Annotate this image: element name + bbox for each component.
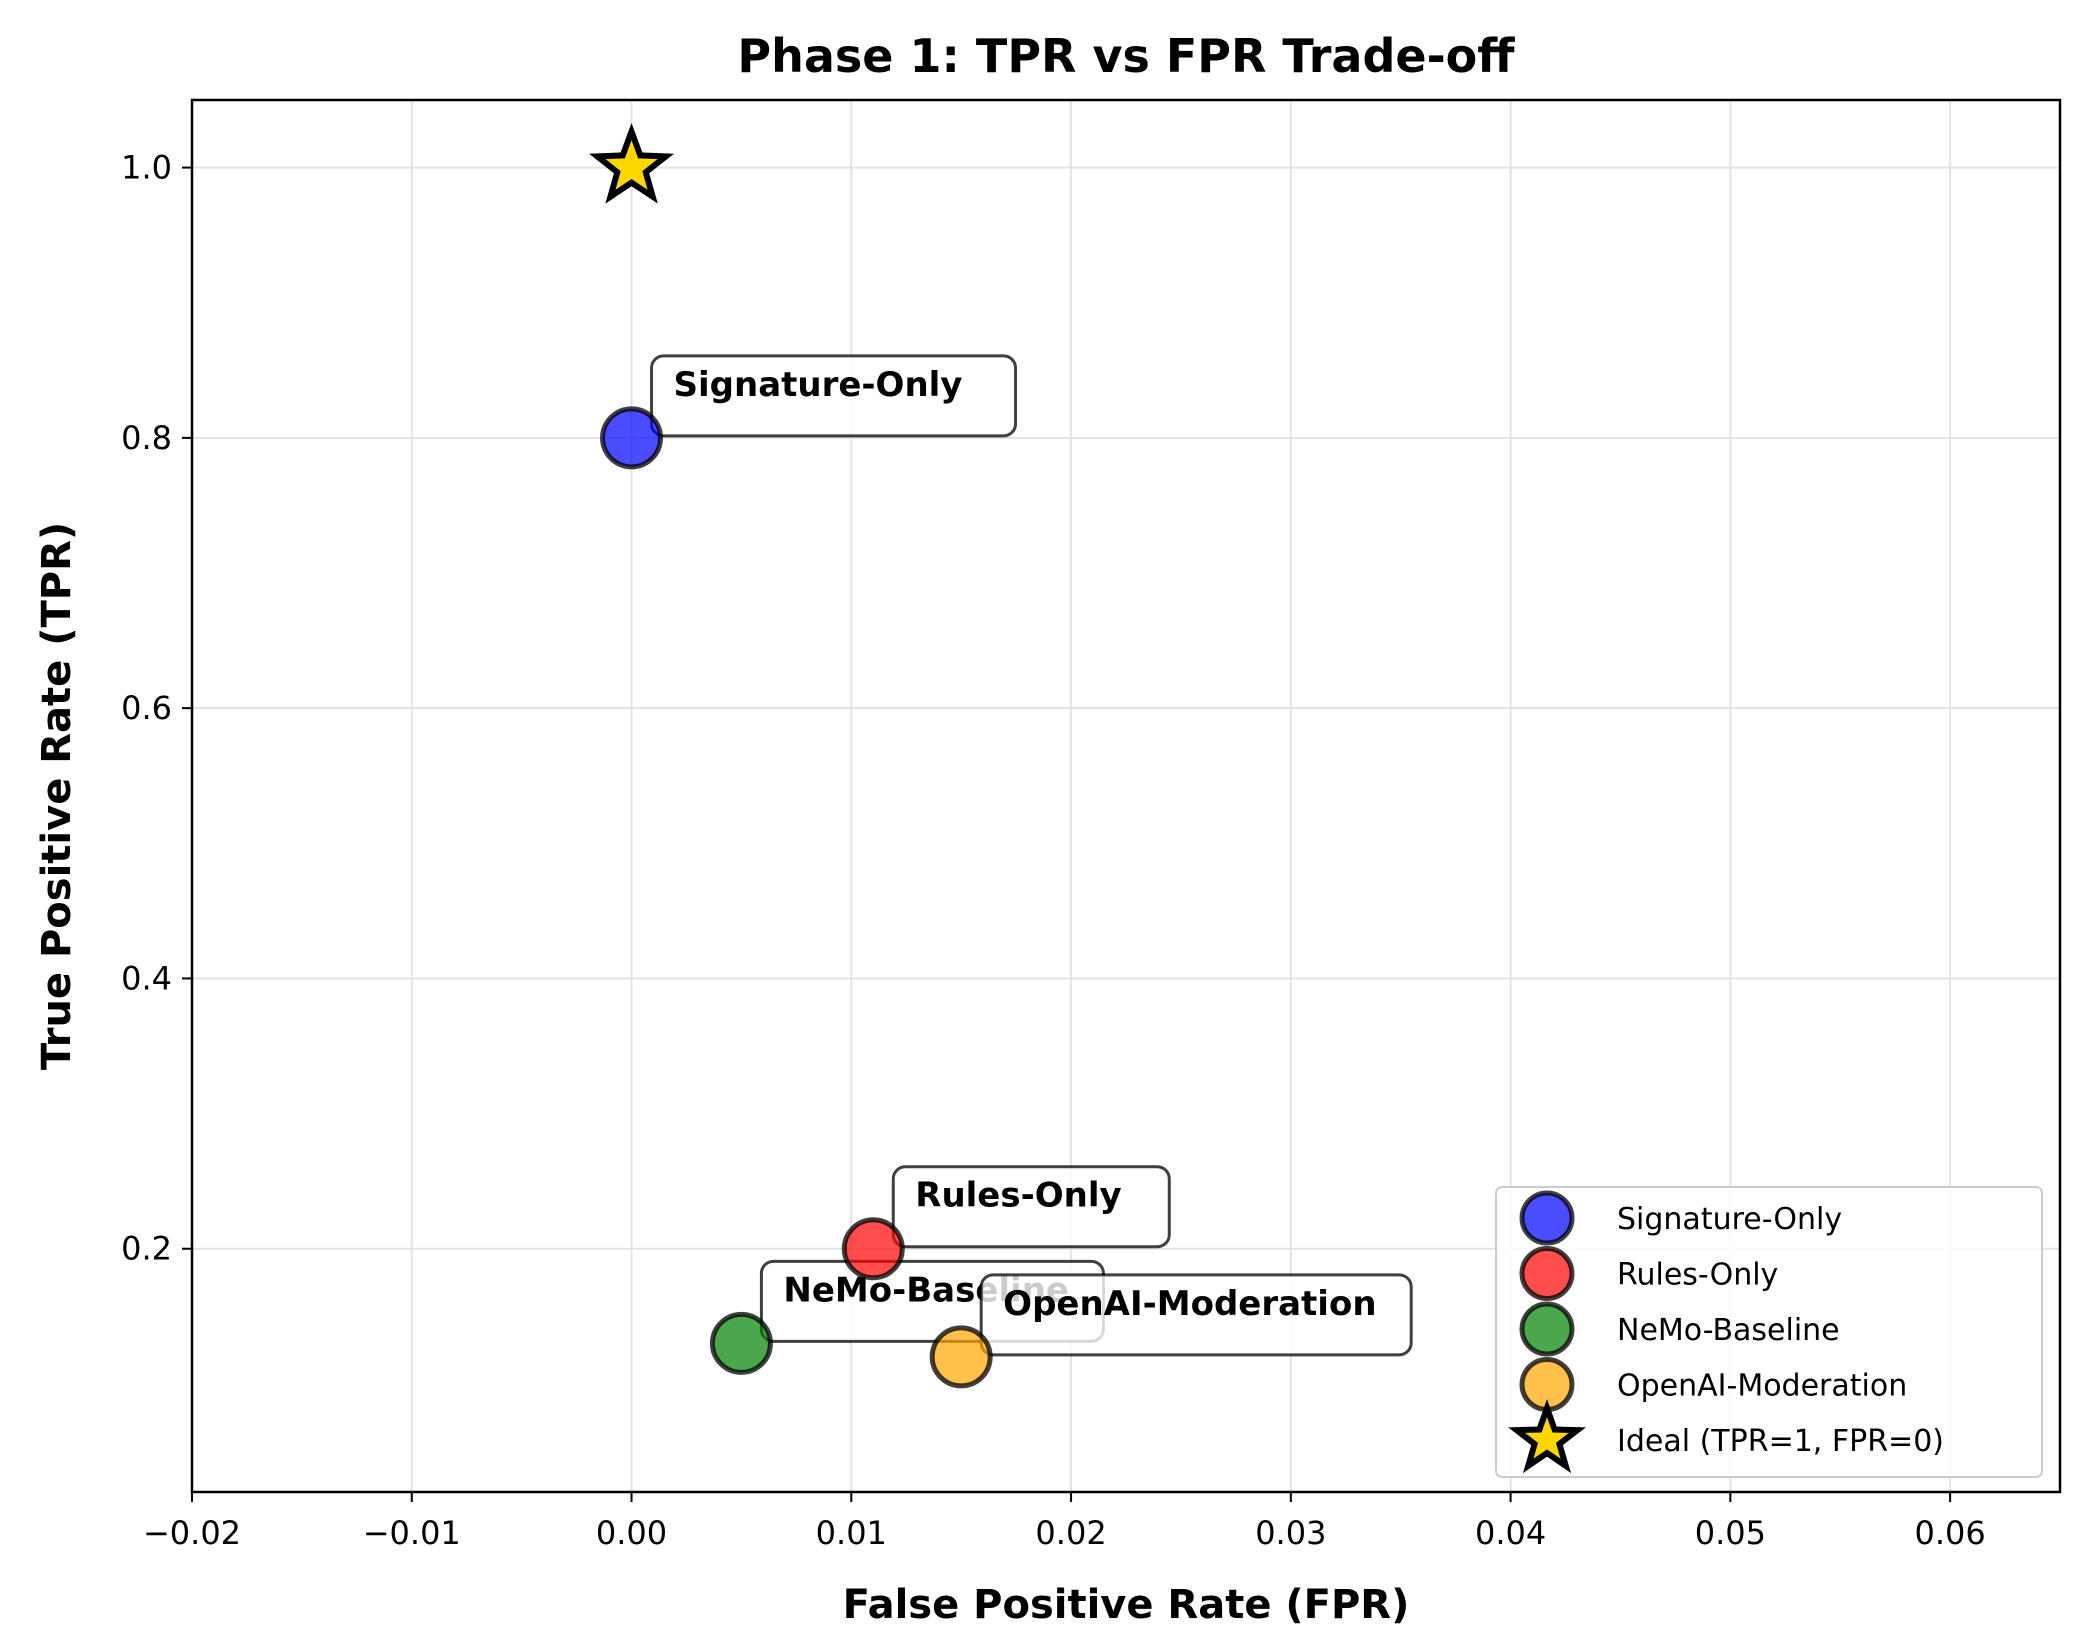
- annotation-box: [650, 354, 1018, 438]
- legend-marker: [1519, 1246, 1575, 1301]
- y-tick-label: 0.8: [121, 419, 172, 457]
- data-points: [589, 122, 993, 1389]
- legend-marker: [1519, 1301, 1575, 1357]
- grid: [191, 100, 2060, 1492]
- x-tick-label: −0.01: [363, 1514, 461, 1552]
- y-tick-label: 1.0: [121, 149, 172, 187]
- x-tick-label: 0.04: [1475, 1514, 1546, 1552]
- axis-ticks: −0.02 −0.01 0.00 0.01 0.02 0.03 0.04 0.05 0.06 0.…: [121, 149, 1986, 1552]
- y-axis-label: True Positive Rate (TPR): [34, 522, 80, 1070]
- legend-entry-label: Ideal (TPR=1, FPR=0): [1617, 1424, 1944, 1459]
- annotation-box: [891, 1165, 1171, 1249]
- legend-star-marker: [1508, 1398, 1586, 1474]
- legend-entry-label: OpenAI-Moderation: [1617, 1369, 1907, 1404]
- y-tick-label: 0.4: [121, 959, 172, 997]
- legend-box: [1495, 1186, 2043, 1478]
- x-tick-label: 0.00: [596, 1514, 667, 1552]
- point-annotation: Rules-Only: [891, 1165, 1171, 1249]
- annotations: Signature-OnlyRules-OnlyNeMo-BaselineOpe…: [650, 354, 1413, 1357]
- x-axis-label: False Positive Rate (FPR): [843, 1582, 1410, 1628]
- legend: Signature-Only Rules-Only NeMo-Baseline Ope…: [1495, 1186, 2043, 1478]
- annotation-box: [979, 1273, 1413, 1357]
- legend-entry-label: Rules-Only: [1617, 1258, 1778, 1293]
- legend-entry-label: NeMo-Baseline: [1617, 1313, 1840, 1348]
- x-tick-label: 0.01: [816, 1514, 887, 1552]
- data-point: [600, 406, 664, 470]
- data-point: [929, 1325, 993, 1389]
- chart-title: Phase 1: TPR vs FPR Trade-off: [737, 29, 1515, 83]
- annotation-label: OpenAI-Moderation: [1003, 1284, 1376, 1324]
- x-tick-label: 0.05: [1695, 1514, 1766, 1552]
- x-tick-label: 0.06: [1914, 1514, 1985, 1552]
- y-tick-label: 0.6: [121, 689, 172, 727]
- legend-marker: [1519, 1190, 1575, 1246]
- ideal-point-star: [589, 122, 675, 204]
- annotation-label: Rules-Only: [915, 1176, 1121, 1216]
- data-point: [709, 1311, 773, 1375]
- x-tick-label: −0.02: [143, 1514, 241, 1552]
- x-tick-label: 0.02: [1035, 1514, 1106, 1552]
- y-tick-label: 0.2: [121, 1230, 172, 1268]
- point-annotation: Signature-Only: [650, 354, 1018, 438]
- legend-entry-label: Signature-Only: [1617, 1202, 1842, 1237]
- data-point: [841, 1217, 905, 1281]
- plot-area-frame: [190, 98, 2062, 1494]
- point-annotation: OpenAI-Moderation: [979, 1273, 1413, 1357]
- x-tick-label: 0.03: [1255, 1514, 1326, 1552]
- annotation-label: Signature-Only: [674, 365, 963, 405]
